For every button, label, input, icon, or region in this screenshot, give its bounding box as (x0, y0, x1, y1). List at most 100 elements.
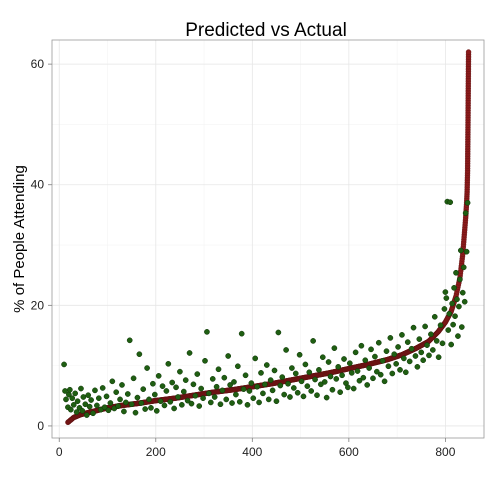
actual-point (408, 345, 415, 352)
actual-point (74, 398, 81, 405)
actual-point (238, 330, 245, 337)
y-axis: 0 20 40 60 (31, 57, 52, 433)
actual-point (389, 370, 396, 377)
actual-point (461, 298, 468, 305)
actual-point (165, 360, 172, 367)
y-tick-label: 0 (37, 419, 44, 433)
actual-point (244, 401, 251, 408)
actual-point (157, 398, 164, 405)
chart-title: Predicted vs Actual (185, 20, 347, 41)
x-tick-label: 200 (146, 445, 166, 459)
actual-point (124, 391, 131, 397)
actual-point (182, 377, 189, 383)
actual-point (314, 392, 320, 399)
actual-point (229, 400, 235, 406)
actual-point (70, 401, 77, 408)
actual-point (391, 351, 398, 358)
actual-point (316, 367, 322, 373)
y-tick-label: 20 (31, 298, 45, 312)
actual-point (402, 369, 409, 376)
actual-point (63, 396, 69, 403)
actual-point (126, 337, 133, 344)
actual-point (337, 389, 344, 396)
actual-point (428, 331, 434, 338)
actual-point (454, 296, 460, 303)
actual-point (356, 377, 363, 384)
actual-point (455, 333, 461, 339)
actual-point (458, 324, 465, 330)
actual-point (457, 247, 464, 254)
actual-point (362, 357, 369, 364)
actual-point (167, 398, 174, 405)
actual-point (277, 382, 284, 389)
actual-point (450, 321, 456, 328)
actual-point (414, 363, 421, 370)
actual-point (441, 306, 448, 312)
actual-point (319, 354, 326, 361)
x-axis: 0 200 400 600 800 (56, 438, 456, 459)
actual-point (289, 365, 295, 371)
actual-point (215, 366, 222, 373)
actual-point (211, 394, 218, 400)
actual-point (109, 378, 116, 385)
actual-point (446, 310, 453, 317)
actual-point (283, 347, 289, 353)
actual-point (271, 367, 278, 374)
actual-point (331, 345, 338, 351)
actual-point (227, 382, 233, 388)
predicted-point (465, 49, 472, 55)
actual-point (95, 395, 102, 402)
actual-point (296, 351, 303, 358)
actual-point (275, 329, 282, 336)
actual-point (462, 210, 469, 216)
actual-point (279, 374, 286, 380)
actual-point (345, 384, 351, 391)
actual-point (67, 406, 74, 413)
actual-point (368, 346, 374, 353)
actual-point (163, 388, 170, 394)
actual-point (134, 394, 141, 401)
actual-point (73, 409, 80, 415)
actual-point (83, 412, 90, 418)
actual-point (223, 396, 230, 403)
actual-point (339, 372, 345, 379)
actual-point (169, 379, 176, 386)
actual-point (173, 384, 179, 391)
actual-point (121, 408, 127, 415)
actual-point (190, 381, 197, 388)
actual-point (333, 376, 340, 382)
actual-point (107, 400, 114, 406)
actual-point (260, 390, 266, 397)
actual-point (79, 408, 86, 414)
actual-point (184, 397, 191, 404)
actual-point (379, 357, 386, 364)
actual-point (290, 385, 297, 391)
actual-point (397, 367, 403, 373)
actual-point (435, 354, 442, 361)
actual-point (242, 372, 249, 379)
actual-point (459, 289, 466, 296)
actual-point (443, 295, 450, 301)
actual-point (308, 388, 315, 394)
actual-point (370, 375, 376, 382)
actual-point (323, 394, 330, 401)
actual-point (304, 383, 311, 389)
actual-point (90, 410, 96, 417)
plot-panel (51, 39, 485, 439)
actual-point (312, 376, 318, 383)
actual-point (213, 383, 220, 390)
actual-point (287, 394, 293, 400)
actual-point (448, 341, 455, 348)
actual-point (433, 338, 440, 344)
actual-point (202, 357, 208, 364)
actual-point (346, 360, 353, 367)
actual-point (302, 361, 309, 368)
actual-point (150, 380, 156, 387)
actual-point (385, 363, 392, 370)
actual-point (178, 401, 185, 408)
actual-point (263, 362, 270, 368)
y-tick-label: 40 (31, 178, 45, 192)
actual-point (80, 394, 87, 400)
actual-point (82, 401, 89, 408)
actual-point (117, 396, 123, 403)
